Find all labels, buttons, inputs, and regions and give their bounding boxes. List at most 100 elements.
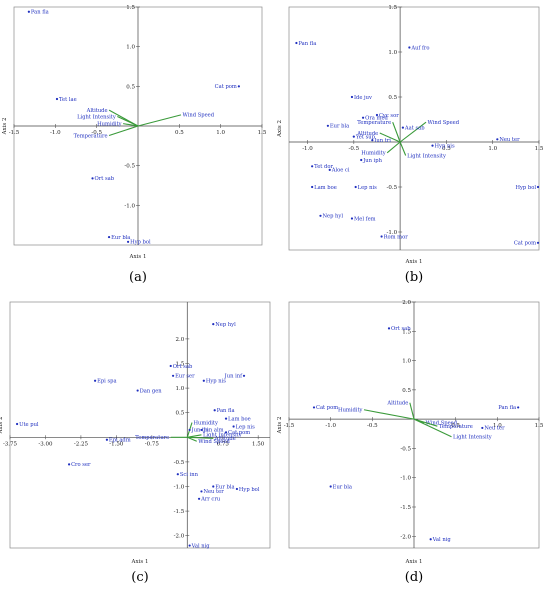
env-vector xyxy=(108,125,139,137)
species-label: Aloe ci xyxy=(331,168,350,174)
species-label: Mel fem xyxy=(354,216,376,222)
species-point xyxy=(224,431,228,434)
x-tick-label: 0.5 xyxy=(451,423,460,429)
y-axis-title: Axis 2 xyxy=(277,120,283,138)
species-point xyxy=(401,126,404,129)
species-label: Cat pom xyxy=(316,405,338,411)
env-vector-label: Altitude xyxy=(386,401,408,407)
y-tick-label: 1.5 xyxy=(176,362,185,368)
species-label: Auf fro xyxy=(410,45,429,51)
env-vector-label: Humidity xyxy=(97,121,122,127)
x-axis-title: Axis 1 xyxy=(131,559,149,565)
species-label: Hyp nis xyxy=(435,143,455,149)
x-tick-label: -2.25 xyxy=(74,441,89,447)
env-vector-label: Humidity xyxy=(361,151,386,157)
panel-caption: (b) xyxy=(405,270,423,285)
species-point xyxy=(212,323,215,326)
species-point xyxy=(242,374,246,377)
species-point xyxy=(169,364,172,368)
y-tick-label: -0.5 xyxy=(400,446,411,452)
plot-frame xyxy=(288,6,540,251)
species-point xyxy=(105,438,109,441)
env-vector-label: Humidity xyxy=(194,420,219,426)
env-vector-label: Wind Speed xyxy=(198,439,230,445)
species-point xyxy=(212,485,215,488)
env-vector xyxy=(117,115,139,127)
env-vector-label: Temperature xyxy=(357,120,391,126)
species-label: Ort sab xyxy=(173,364,193,370)
env-vector-label: Humidity xyxy=(338,408,363,414)
env-vector xyxy=(187,434,202,438)
y-axis-title: Axis 2 xyxy=(277,417,283,435)
env-vector-label: Light Intensity xyxy=(77,114,116,120)
env-vector-label: Wind Speed xyxy=(426,420,458,426)
env-vector-label: Altitude xyxy=(214,436,236,442)
y-tick-label: 0.5 xyxy=(388,95,397,101)
x-tick-label: 0.5 xyxy=(175,130,184,136)
env-vector-label: Temperature xyxy=(439,424,473,430)
species-label: Pan fla xyxy=(498,405,516,411)
y-tick-label: -1.5 xyxy=(400,505,411,511)
x-tick-label: -1.0 xyxy=(50,130,61,136)
species-label: Epi spa xyxy=(97,379,117,385)
species-point xyxy=(188,428,191,432)
species-label: Cat pom xyxy=(228,430,250,436)
x-tick-label: -0.5 xyxy=(367,423,378,429)
species-label: Ide juv xyxy=(354,95,372,101)
x-tick-label: -1.0 xyxy=(325,423,336,429)
species-label: Eur bla xyxy=(330,124,349,130)
species-label: Cat pom xyxy=(514,241,536,247)
chart-panel-c: -3.75 -3.00 -2.25 -1.50 -0.75 0.75 1.50 2.0 1.5 1… xyxy=(0,301,271,585)
x-tick-label: 0.75 xyxy=(217,441,230,447)
env-vector xyxy=(399,141,407,156)
species-point xyxy=(67,463,71,466)
x-tick-label: -0.75 xyxy=(145,441,160,447)
species-label: Neu ter xyxy=(484,426,505,432)
y-tick-label: 2.0 xyxy=(176,337,185,343)
plot-frame xyxy=(9,301,271,549)
env-vector xyxy=(386,141,401,154)
species-label: Tet lae xyxy=(59,97,77,103)
species-label: Sci inn xyxy=(180,472,199,478)
species-point xyxy=(224,417,228,420)
species-label: Aat sab xyxy=(404,125,425,131)
species-point xyxy=(361,116,365,119)
species-label: Cat pom xyxy=(215,84,237,90)
species-point xyxy=(517,406,520,409)
env-vector-label: Wind Speed xyxy=(182,113,214,119)
x-tick-label: -1.5 xyxy=(9,130,20,136)
species-label: Dan gen xyxy=(140,388,163,394)
species-point xyxy=(213,409,216,412)
x-tick-label: 0.5 xyxy=(442,146,451,152)
species-label: Yet sup xyxy=(355,134,376,140)
species-label: Ora med xyxy=(365,116,388,122)
x-tick-label: 1.5 xyxy=(258,130,267,136)
x-tick-label: -3.75 xyxy=(3,441,18,447)
species-point xyxy=(496,138,499,141)
species-point xyxy=(329,485,332,488)
y-tick-label: 0.5 xyxy=(176,411,185,417)
species-point xyxy=(202,379,205,382)
species-point xyxy=(235,487,239,491)
species-point xyxy=(481,426,484,430)
species-point xyxy=(328,168,331,171)
x-tick-label: 1.0 xyxy=(493,423,502,429)
species-point xyxy=(91,177,94,180)
species-point xyxy=(326,124,329,127)
species-label: Cro ser xyxy=(71,462,91,468)
species-label: Rom mor xyxy=(384,234,409,240)
species-label: Jun tri xyxy=(191,428,209,434)
env-vector-label: Temperature xyxy=(74,133,108,139)
species-label: Lam boe xyxy=(314,185,337,191)
species-point xyxy=(200,490,203,493)
species-label: Hyp bol xyxy=(515,185,536,191)
species-label: Eur bla xyxy=(333,484,352,490)
species-point xyxy=(408,46,411,49)
y-tick-label: -0.5 xyxy=(174,460,185,466)
species-label: Eur bla xyxy=(215,484,234,490)
species-label: Val nig xyxy=(432,537,452,543)
env-vector xyxy=(363,409,415,420)
y-tick-label: 1.0 xyxy=(388,50,397,56)
y-tick-label: 1.0 xyxy=(402,359,411,365)
y-tick-label: -1.0 xyxy=(387,230,398,236)
